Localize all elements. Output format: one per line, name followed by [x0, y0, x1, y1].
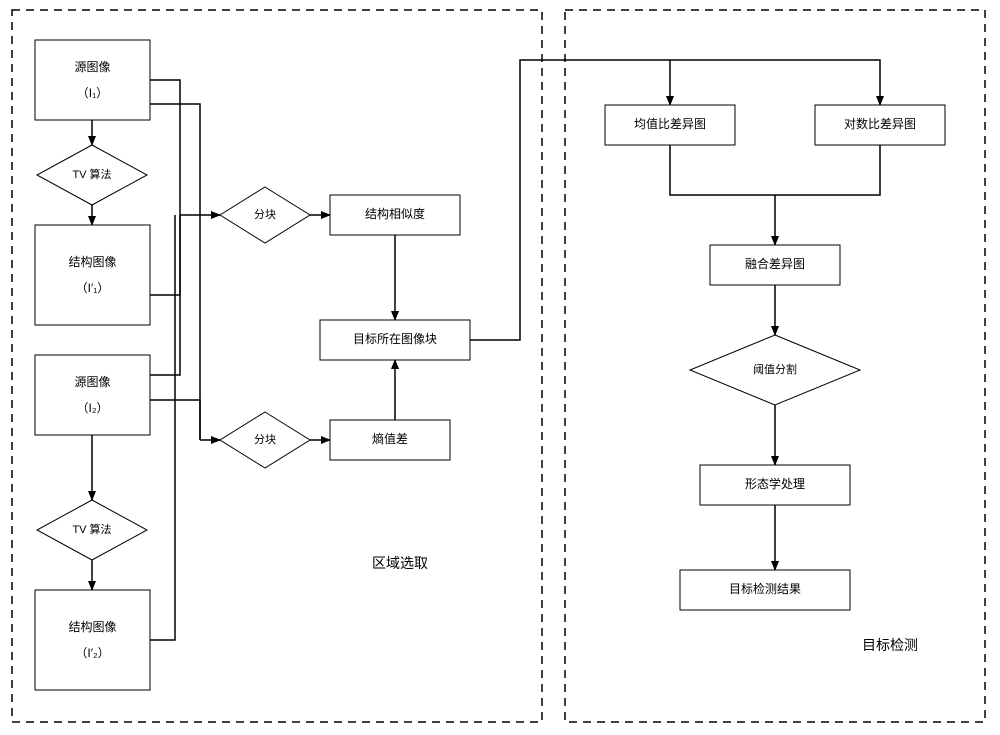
box-label-ssim: 结构相似度 [365, 206, 425, 221]
box-label2-srcI2: （I₂） [77, 401, 109, 415]
edge-log-to-fuse [775, 145, 880, 195]
box-label-result: 目标检测结果 [729, 581, 801, 596]
box-structI1 [35, 225, 150, 325]
box-label-targetBlk: 目标所在图像块 [353, 332, 437, 346]
diamond-label-tv2: TV 算法 [72, 522, 111, 536]
box-label-meanDiff: 均值比差异图 [634, 116, 706, 131]
box-label2-structI2: （I′₂） [75, 646, 109, 660]
box-label2-srcI1: （I₁） [77, 86, 108, 100]
box-label-entropy: 熵值差 [372, 431, 408, 446]
box-label1-structI2: 结构图像 [68, 619, 116, 634]
edge-srcI1-to-blk1 [150, 80, 180, 215]
diamond-label-thresh: 阈值分割 [753, 362, 797, 376]
diamond-label-blk1: 分块 [254, 208, 276, 221]
edge-right-split-log [775, 60, 880, 105]
box-srcI1 [35, 40, 150, 120]
edge-structI2-blk1 [150, 215, 175, 640]
diamond-label-blk2: 分块 [254, 433, 276, 446]
panel-label-left: 区域选取 [372, 555, 428, 571]
box-label2-structI1: （I′₁） [76, 281, 110, 295]
box-label-fuseDiff: 融合差异图 [745, 256, 805, 271]
box-label-logDiff: 对数比差异图 [844, 116, 916, 131]
flowchart-canvas: 区域选取目标检测 源图像 （I₁） 结构图像 （I′₁） 源图像 （I₂） 结构图像 （I′₂）… [0, 0, 1000, 735]
edge-target-to-right [470, 60, 775, 340]
panel-label-right: 目标检测 [862, 637, 918, 653]
edge-mean-to-fuse [670, 145, 775, 195]
box-label1-structI1: 结构图像 [68, 254, 116, 269]
box-label1-srcI2: 源图像 [74, 375, 110, 389]
diamond-label-tv1: TV 算法 [72, 167, 111, 181]
box-label1-srcI1: 源图像 [74, 60, 110, 74]
box-srcI2 [35, 355, 150, 435]
box-structI2 [35, 590, 150, 690]
box-label-morph: 形态学处理 [745, 476, 805, 491]
nodes-layer [35, 40, 945, 690]
